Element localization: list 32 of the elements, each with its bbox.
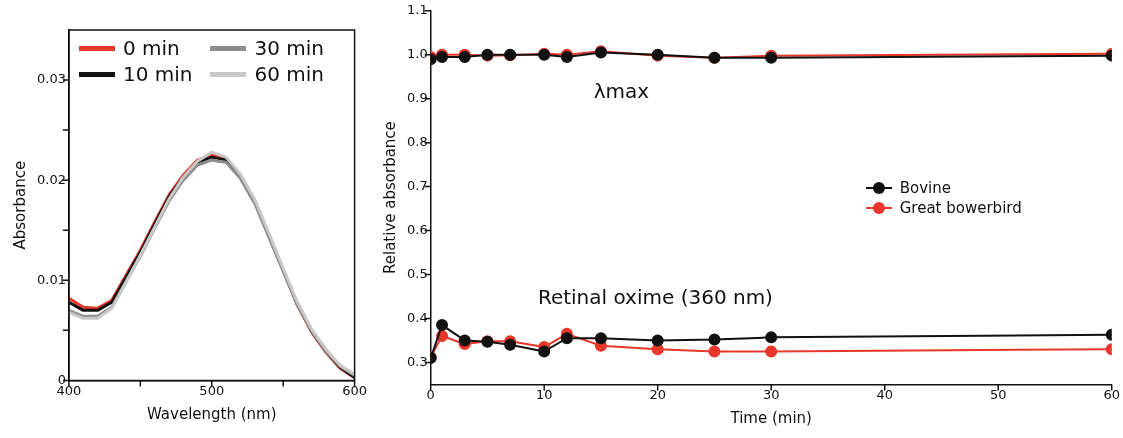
x-tick-label: 50 bbox=[989, 386, 1007, 402]
legend-label: 10 min bbox=[122, 62, 193, 86]
y-tick-label: 0.7 bbox=[406, 177, 428, 193]
annotation: λmax bbox=[593, 79, 650, 104]
y-tick-label: 0.5 bbox=[406, 265, 428, 281]
y-tick-label: 1.1 bbox=[406, 2, 428, 18]
x-tick-label: 30 bbox=[762, 386, 780, 402]
legend-label: 0 min bbox=[122, 36, 180, 60]
y-tick-label: 0.01 bbox=[36, 271, 66, 287]
x-tick-label: 40 bbox=[876, 386, 893, 402]
x-axis-title: Wavelength (nm) bbox=[146, 404, 277, 423]
annotation: Retinal oxime (360 nm) bbox=[537, 284, 773, 309]
y-tick-label: 0.02 bbox=[36, 171, 66, 187]
x-tick-label: 10 bbox=[535, 386, 553, 402]
y-axis-title: Absorbance bbox=[10, 160, 29, 250]
x-tick-label: 600 bbox=[342, 382, 368, 398]
legend-label: Great bowerbird bbox=[899, 198, 1022, 217]
x-tick-label: 500 bbox=[199, 382, 225, 398]
y-tick-label: 0.4 bbox=[406, 309, 428, 325]
y-tick-label: 0.9 bbox=[406, 90, 428, 106]
legend-label: 30 min bbox=[254, 36, 324, 60]
x-axis-title: Time (min) bbox=[729, 408, 812, 427]
x-tick-label: 20 bbox=[649, 386, 666, 402]
legend-label: 60 min bbox=[254, 62, 324, 86]
y-tick-label: 1.0 bbox=[406, 46, 428, 62]
y-tick-label: 0.8 bbox=[406, 134, 428, 150]
y-tick-label: 0.6 bbox=[406, 221, 428, 237]
y-axis-title: Relative absorbance bbox=[380, 121, 399, 275]
y-tick-label: 0.03 bbox=[36, 71, 66, 87]
x-tick-label: 60 bbox=[1103, 386, 1120, 402]
legend-label: Bovine bbox=[899, 178, 951, 197]
y-tick-label: 0.3 bbox=[406, 353, 428, 369]
